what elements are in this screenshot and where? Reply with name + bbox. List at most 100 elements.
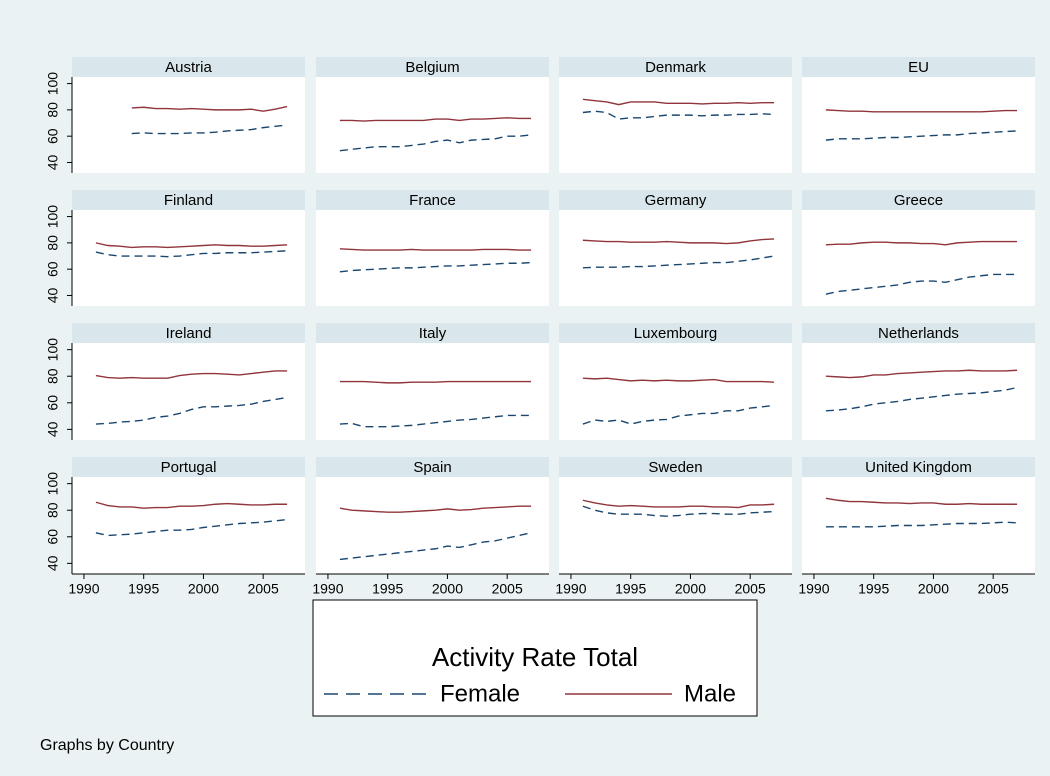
legend-label: Female bbox=[440, 680, 520, 707]
series-line bbox=[582, 255, 775, 269]
series-line bbox=[95, 250, 288, 258]
series-line bbox=[582, 238, 775, 245]
x-tick-label: 1995 bbox=[615, 581, 646, 597]
series-line bbox=[95, 501, 288, 509]
series-line bbox=[95, 370, 288, 379]
panel-strip bbox=[559, 323, 792, 343]
note: Graphs by Country bbox=[40, 737, 174, 754]
series-line bbox=[339, 505, 532, 513]
series-line bbox=[582, 110, 775, 120]
panel-strip bbox=[316, 457, 549, 477]
x-tick-label: 2005 bbox=[248, 581, 279, 597]
legend-title: Activity Rate Total bbox=[432, 642, 638, 672]
panel-strip bbox=[316, 57, 549, 77]
panel-title: Luxembourg bbox=[634, 325, 717, 342]
y-tick-label: 100 bbox=[45, 72, 61, 96]
series-line bbox=[339, 248, 532, 251]
y-tick-label: 60 bbox=[45, 261, 61, 277]
x-tick-label: 2000 bbox=[918, 581, 949, 597]
y-tick-label: 80 bbox=[45, 235, 61, 251]
panel-title: Spain bbox=[413, 459, 451, 476]
panel-title: Austria bbox=[165, 59, 212, 76]
panel-title: Finland bbox=[164, 192, 213, 209]
series-line bbox=[825, 130, 1018, 141]
series-line bbox=[95, 518, 288, 537]
x-tick-label: 2000 bbox=[188, 581, 219, 597]
legend-box bbox=[312, 599, 758, 717]
x-tick-label: 1990 bbox=[312, 581, 343, 597]
x-tick-label: 1995 bbox=[128, 581, 159, 597]
panel-strip bbox=[802, 190, 1035, 210]
y-tick-label: 40 bbox=[45, 555, 61, 571]
y-tick-label: 100 bbox=[45, 205, 61, 229]
y-tick-label: 60 bbox=[45, 395, 61, 411]
series-line bbox=[582, 98, 775, 106]
series-line bbox=[131, 105, 288, 112]
panel-title: Netherlands bbox=[878, 325, 959, 342]
x-tick-label: 1995 bbox=[858, 581, 889, 597]
panel-strip bbox=[802, 57, 1035, 77]
panel-strip bbox=[316, 190, 549, 210]
panel-strip bbox=[72, 457, 305, 477]
series-line bbox=[825, 521, 1018, 528]
panel-strip bbox=[72, 323, 305, 343]
series-line bbox=[825, 386, 1018, 412]
x-tick-label: 1995 bbox=[372, 581, 403, 597]
series-line bbox=[582, 505, 775, 517]
panel-title: Belgium bbox=[405, 59, 459, 76]
panel-strip bbox=[802, 457, 1035, 477]
series-line bbox=[825, 369, 1018, 379]
y-tick-label: 100 bbox=[45, 472, 61, 496]
y-tick-label: 80 bbox=[45, 502, 61, 518]
panel-title: Germany bbox=[645, 192, 707, 209]
series-line bbox=[339, 134, 532, 152]
panel-strip bbox=[72, 57, 305, 77]
series-line bbox=[95, 396, 288, 425]
y-tick-label: 80 bbox=[45, 368, 61, 384]
y-tick-label: 60 bbox=[45, 529, 61, 545]
panel-title: France bbox=[409, 192, 456, 209]
panel-title: Sweden bbox=[648, 459, 702, 476]
panel-strip bbox=[559, 57, 792, 77]
panel-strip bbox=[559, 457, 792, 477]
x-tick-label: 2005 bbox=[978, 581, 1009, 597]
panel-strip bbox=[559, 190, 792, 210]
legend-label: Male bbox=[684, 680, 736, 707]
series-line bbox=[339, 414, 532, 428]
panel-title: Portugal bbox=[161, 459, 217, 476]
y-tick-label: 40 bbox=[45, 287, 61, 303]
y-tick-label: 80 bbox=[45, 102, 61, 118]
x-tick-label: 2000 bbox=[675, 581, 706, 597]
series-line bbox=[582, 499, 775, 509]
x-tick-label: 2005 bbox=[735, 581, 766, 597]
series-line bbox=[582, 404, 775, 425]
y-tick-label: 60 bbox=[45, 128, 61, 144]
y-tick-label: 40 bbox=[45, 154, 61, 170]
series-line bbox=[339, 380, 532, 384]
series-line bbox=[825, 273, 1018, 295]
series-line bbox=[339, 261, 532, 273]
series-line bbox=[339, 117, 532, 122]
x-tick-label: 1990 bbox=[555, 581, 586, 597]
series-line bbox=[825, 240, 1018, 246]
series-line bbox=[95, 242, 288, 249]
panel-strip bbox=[802, 323, 1035, 343]
panel-title: Greece bbox=[894, 192, 943, 209]
panel-title: United Kingdom bbox=[865, 459, 972, 476]
series-line bbox=[582, 377, 775, 383]
panel-title: Denmark bbox=[645, 59, 706, 76]
panel-title: Ireland bbox=[166, 325, 212, 342]
panel-title: Italy bbox=[419, 325, 447, 342]
series-line bbox=[825, 109, 1018, 113]
panel-title: EU bbox=[908, 59, 929, 76]
series-line bbox=[825, 497, 1018, 505]
x-tick-label: 2000 bbox=[432, 581, 463, 597]
x-tick-label: 2005 bbox=[492, 581, 523, 597]
y-tick-label: 100 bbox=[45, 338, 61, 362]
y-tick-label: 40 bbox=[45, 421, 61, 437]
x-tick-label: 1990 bbox=[798, 581, 829, 597]
series-line bbox=[339, 532, 532, 561]
panel-strip bbox=[316, 323, 549, 343]
